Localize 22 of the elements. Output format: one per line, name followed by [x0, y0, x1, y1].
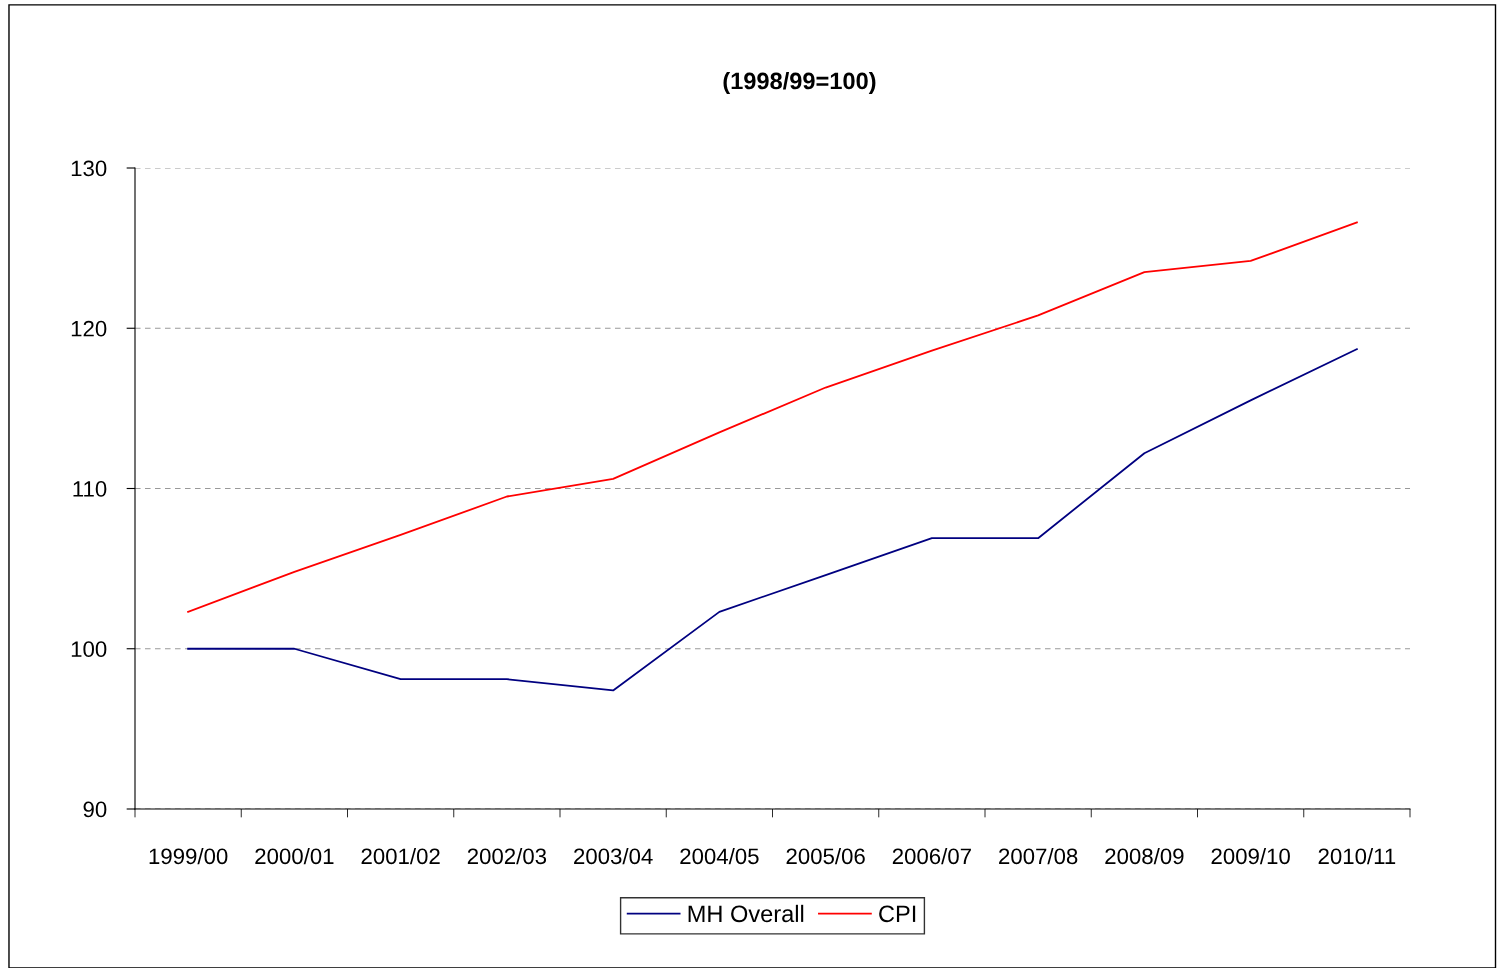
- x-tick-label: 2007/08: [999, 847, 1078, 865]
- x-tick-label: 2005/06: [786, 847, 865, 865]
- y-tick-label: 120: [71, 320, 107, 337]
- x-tick-label: 2008/09: [1105, 847, 1184, 865]
- y-tick-label: 110: [73, 481, 107, 497]
- line-series: [187, 221, 1358, 613]
- x-tick-label: 2006/07: [892, 847, 971, 865]
- x-tick-label: 2000/01: [255, 847, 334, 865]
- y-tick-label: 100: [71, 641, 107, 658]
- x-tick-label: 2002/03: [467, 847, 547, 865]
- y-tick-label: 130: [71, 160, 107, 177]
- x-tick-label: 1999/00: [149, 847, 228, 865]
- y-tick-label: 90: [83, 801, 107, 818]
- chart-title: (1998/99=100): [723, 72, 876, 94]
- legend-label: CPI: [879, 905, 916, 923]
- x-tick-label: 2001/02: [361, 847, 440, 865]
- x-tick-label: 2009/10: [1211, 847, 1290, 865]
- line-series: [187, 348, 1358, 692]
- legend-label: MH Overall: [688, 904, 804, 923]
- x-tick-label: 2010/11: [1318, 847, 1396, 865]
- x-tick-label: 2004/05: [680, 847, 759, 865]
- x-tick-label: 2003/04: [574, 847, 653, 865]
